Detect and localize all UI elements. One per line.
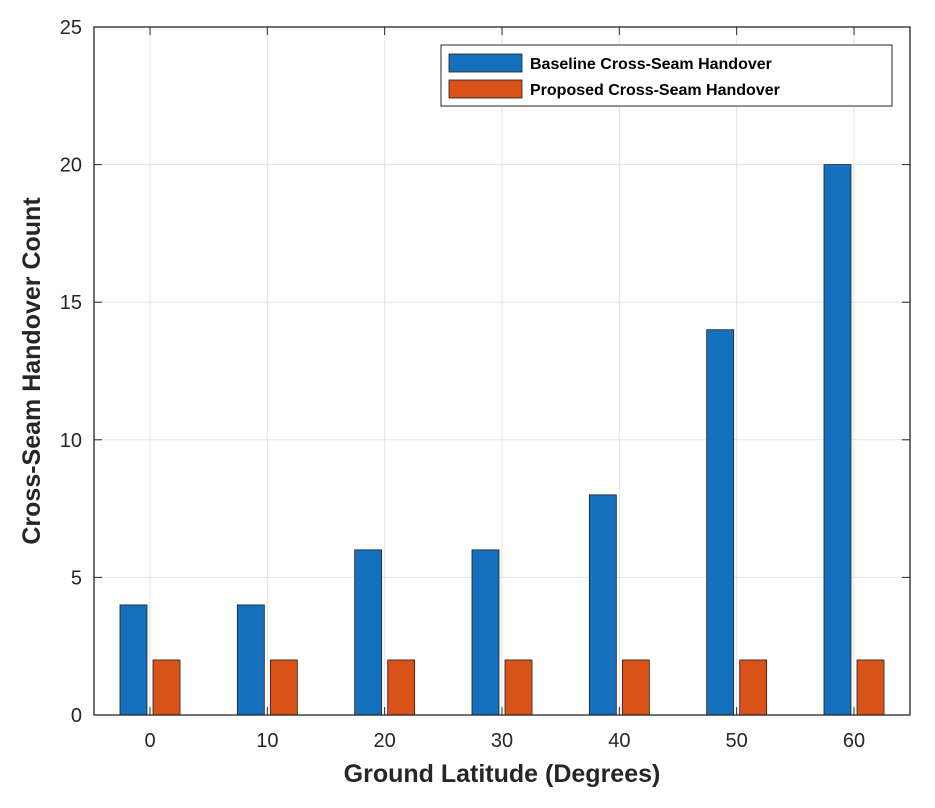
- bar-proposed: [856, 659, 885, 716]
- x-tick-label: 0: [144, 730, 155, 752]
- bar-baseline: [823, 164, 852, 716]
- bar-baseline: [588, 494, 617, 716]
- x-tick-label: 50: [726, 730, 748, 752]
- y-tick-label: 0: [71, 705, 82, 727]
- x-axis-title: Ground Latitude (Degrees): [344, 760, 661, 788]
- x-tick-label: 30: [491, 730, 513, 752]
- bar-proposed: [621, 659, 650, 716]
- legend-label-proposed: Proposed Cross-Seam Handover: [530, 82, 780, 99]
- y-tick-label: 25: [60, 17, 82, 39]
- y-axis-title: Cross-Seam Handover Count: [18, 197, 46, 545]
- x-tick-label: 40: [608, 730, 630, 752]
- y-tick-label: 5: [71, 567, 82, 589]
- bar-proposed: [387, 659, 416, 716]
- bar-proposed: [739, 659, 768, 716]
- x-tick-label: 20: [374, 730, 396, 752]
- y-tick-label: 10: [60, 430, 82, 452]
- bar-proposed: [504, 659, 533, 716]
- y-tick-label: 20: [60, 155, 82, 177]
- bar-baseline: [706, 329, 735, 716]
- bars: [119, 164, 885, 716]
- bar-proposed: [152, 659, 181, 716]
- legend: Baseline Cross-Seam Handover Proposed Cr…: [440, 44, 893, 107]
- bar-baseline: [236, 604, 265, 716]
- legend-label-baseline: Baseline Cross-Seam Handover: [530, 56, 772, 73]
- axis-ticks: 0 10 20 30 40 50 60 0 5 10 15 20 25: [60, 17, 910, 752]
- legend-swatch-baseline: [448, 53, 523, 73]
- bar-baseline: [471, 549, 500, 716]
- x-tick-label: 10: [256, 730, 278, 752]
- x-tick-label: 60: [843, 730, 865, 752]
- legend-swatch-proposed: [448, 79, 523, 99]
- bar-baseline: [354, 549, 383, 716]
- bar-baseline: [119, 604, 148, 716]
- y-tick-label: 15: [60, 292, 82, 314]
- bar-proposed: [269, 659, 298, 716]
